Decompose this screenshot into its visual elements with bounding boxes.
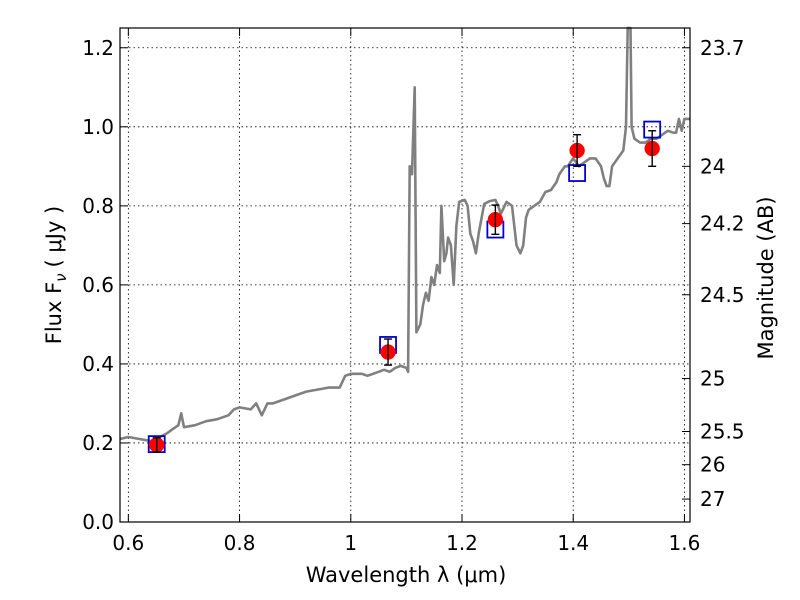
x-axis-label: Wavelength λ (μm) bbox=[306, 563, 507, 587]
y-tick-label: 0.2 bbox=[82, 431, 114, 455]
y-tick-label: 0.6 bbox=[82, 273, 114, 297]
ticks: 0.6 0.8 1 1.2 1.4 1.6 0.0 0.2 0.4 0.6 0.8 1.0 1.2 23.… bbox=[82, 28, 745, 555]
y-tick-label: 0.4 bbox=[82, 352, 114, 376]
x-tick-label: 0.6 bbox=[112, 531, 144, 555]
y-right-tick-label: 24 bbox=[700, 154, 725, 178]
y-right-tick-label: 25.5 bbox=[700, 419, 745, 443]
y-axis-label-sub: ν bbox=[52, 273, 70, 281]
y-axis-label-main: Flux F bbox=[42, 282, 66, 344]
x-tick-label: 1.4 bbox=[557, 531, 589, 555]
observed-photometry-series bbox=[148, 130, 660, 453]
y-right-tick-label: 24.2 bbox=[700, 212, 745, 236]
spectrum-series bbox=[119, 26, 690, 443]
y-right-tick-label: 27 bbox=[700, 487, 725, 511]
grid bbox=[120, 28, 690, 523]
y-tick-label: 0.0 bbox=[82, 510, 114, 534]
y-tick-label: 1.2 bbox=[82, 36, 114, 60]
y-right-tick-label: 24.5 bbox=[700, 283, 745, 307]
model-photometry-series bbox=[147, 120, 662, 454]
x-tick-label: 1 bbox=[344, 531, 357, 555]
spectrum-line bbox=[119, 26, 690, 443]
y-tick-label: 0.8 bbox=[82, 194, 114, 218]
x-tick-label: 1.6 bbox=[669, 531, 701, 555]
y-right-tick-label: 25 bbox=[700, 367, 725, 391]
model-photometry-square bbox=[568, 164, 587, 182]
y-axis-label: Flux Fν ( μJy ) bbox=[42, 206, 70, 345]
y-right-tick-label: 26 bbox=[700, 453, 725, 477]
x-tick-label: 0.8 bbox=[224, 531, 256, 555]
y-axis-label-unit: ( μJy ) bbox=[42, 206, 66, 268]
y-right-axis-label: Magnitude (AB) bbox=[754, 196, 778, 359]
y-tick-label: 1.0 bbox=[82, 115, 114, 139]
y-right-tick-label: 23.7 bbox=[700, 36, 745, 60]
x-tick-label: 1.2 bbox=[446, 531, 478, 555]
plot-frame bbox=[119, 27, 691, 523]
